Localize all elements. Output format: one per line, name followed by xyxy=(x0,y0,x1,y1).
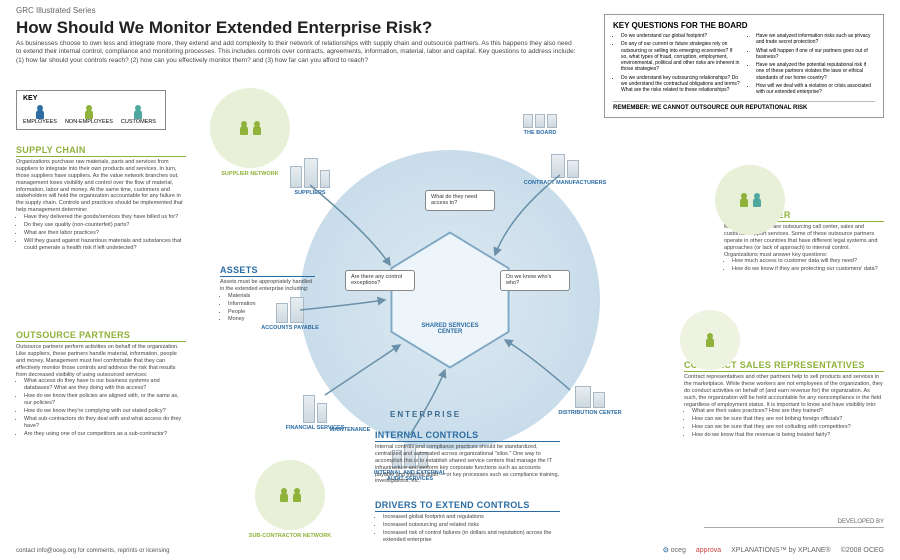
outer-subcon: SUB-CONTRACTOR NETWORK xyxy=(240,460,340,539)
enterprise-label: ENTERPRISE xyxy=(390,410,461,419)
legend-title: KEY xyxy=(23,95,159,102)
outer-csr xyxy=(660,310,760,370)
section-assets: ASSETS Assets must be appropriately hand… xyxy=(220,265,315,324)
outer-supplier-network: SUPPLIER NETWORK xyxy=(200,88,300,177)
board-title: KEY QUESTIONS FOR THE BOARD xyxy=(613,21,875,30)
person-icon xyxy=(133,105,143,119)
bubble-who: Do we know who's who? xyxy=(500,270,570,291)
section-internal-controls: INTERNAL CONTROLS Internal controls and … xyxy=(375,430,560,485)
node-maintenance: MAINTENANCE xyxy=(320,425,380,433)
logo-approva: approva xyxy=(696,547,721,554)
legend-item-employees: EMPLOYEES xyxy=(23,105,57,125)
node-distribution: DISTRIBUTION CENTER xyxy=(545,370,635,416)
series-label: GRC Illustrated Series xyxy=(16,6,96,15)
section-drivers: DRIVERS to EXTEND CONTROLS Increased glo… xyxy=(375,500,560,545)
intro-text: As businesses choose to own less and int… xyxy=(16,40,576,65)
node-contract-mfg: CONTRACT MANUFACTURERS xyxy=(520,140,610,186)
section-outsource: OUTSOURCE PARTNERS Outsource partners pe… xyxy=(16,330,186,438)
board-right-col: Have we analyzed information risks such … xyxy=(748,33,875,97)
legend-item-customers: CUSTOMERS xyxy=(121,105,156,125)
footer-logos: ⊙ oceg approva XPLANATIONS™ by XPLANE® ©… xyxy=(663,546,884,554)
developed-by-label: DEVELOPED BY xyxy=(704,519,884,528)
logo-oceg: ⊙ oceg xyxy=(663,546,686,554)
section-supply-chain: SUPPLY CHAIN Organizations purchase raw … xyxy=(16,145,186,252)
copyright: ©2008 OCEG xyxy=(841,547,884,554)
bubble-access: What do they need access to? xyxy=(425,190,495,211)
section-csr: CONTRACT SALES REPRESENTATIVES Contract … xyxy=(684,360,884,440)
infographic-page: GRC Illustrated Series How Should We Mon… xyxy=(0,0,900,560)
person-icon xyxy=(84,105,94,119)
legend-item-non-employees: NON-EMPLOYEES xyxy=(65,105,113,125)
footer-contact: contact info@oceg.org for comments, repr… xyxy=(16,548,170,554)
bubble-exceptions: Are there any control exceptions? xyxy=(345,270,415,291)
node-the-board: THE BOARD xyxy=(495,90,585,136)
shared-services-hex xyxy=(385,230,515,370)
shared-services-label: SHARED SERVICES CENTER xyxy=(410,323,490,335)
page-title: How Should We Monitor Extended Enterpris… xyxy=(16,18,432,38)
legend-box: KEY EMPLOYEES NON-EMPLOYEES CUSTOMERS xyxy=(16,90,166,130)
person-icon xyxy=(35,105,45,119)
board-left-col: Do we understand our global footprint?Do… xyxy=(613,33,740,97)
outer-call-center xyxy=(700,165,800,235)
logo-xplane: XPLANATIONS™ by XPLANE® xyxy=(731,547,831,554)
